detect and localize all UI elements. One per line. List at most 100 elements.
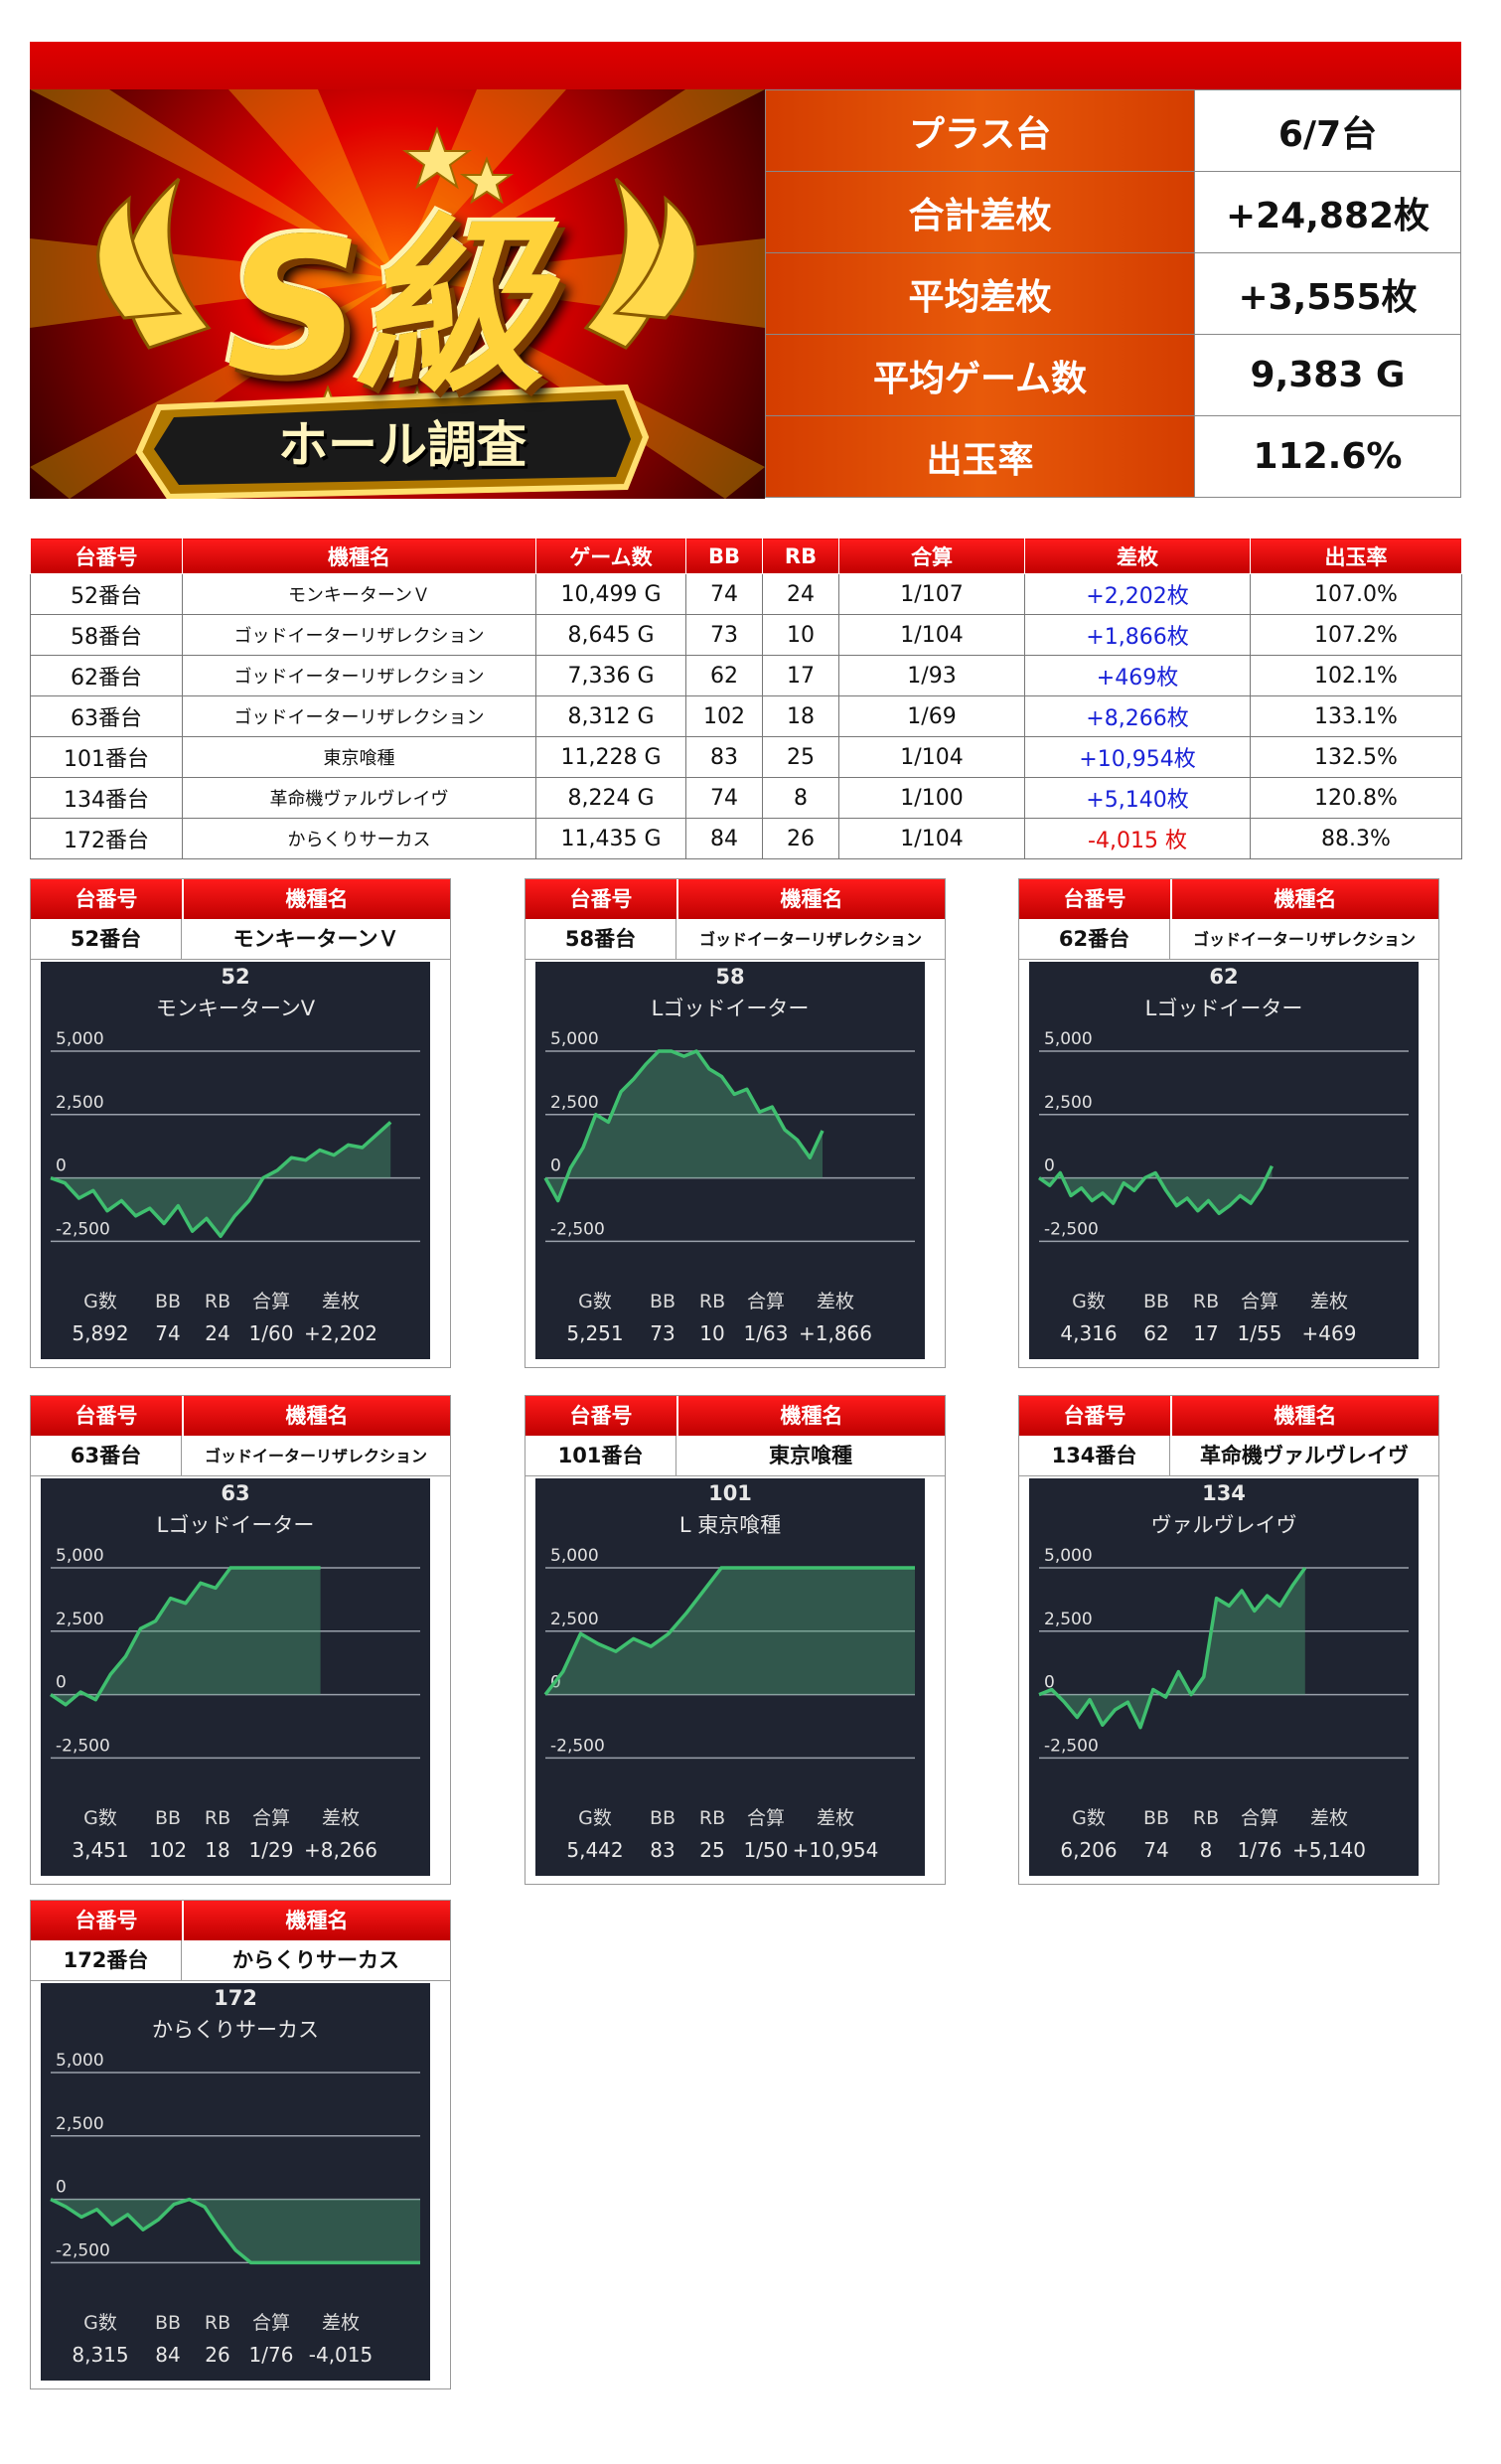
stat-label: BB [1143,1807,1169,1829]
stat-value: 4,316 [1060,1321,1117,1345]
table-row: 62番台 ゴッドイーターリザレクション 7,336 G 62 17 1/93 +469枚 10… [30,655,1462,696]
card-unit: 101番台 [525,1436,676,1475]
stat-value: 18 [205,1838,229,1862]
stat-value: 5,892 [72,1321,128,1345]
table-cell: 84 [685,818,763,859]
slump-graph-panel: 58 Lゴッドイーター 5,000 2,500 0 -2,500 G数 5,251 BB 73 RB… [535,962,925,1359]
stat-label: 差枚 [322,1807,360,1829]
column-header: 機種名 [182,538,536,574]
stat-label: RB [205,1807,230,1829]
slump-graph-panel: 172 からくりサーカス 5,000 2,500 0 -2,500 G数 8,315 BB 84 R… [41,1983,430,2381]
graph-unit-number: 101 [708,1481,752,1505]
table-cell: 52番台 [30,573,183,615]
stat-value: 1/29 [249,1838,294,1862]
stat-label: G数 [1072,1807,1106,1829]
stat-label: BB [650,1807,675,1829]
stat-label: 合算 [747,1807,785,1829]
graph-unit-number: 172 [214,1986,257,2010]
y-tick-label: -2,500 [56,2240,110,2260]
y-tick-label: 5,000 [56,2051,104,2071]
banner-logo-sub: ホール調査 [278,416,526,474]
column-header: 合算 [838,538,1025,574]
stat-label: RB [205,1291,230,1312]
table-cell: モンキーターンＶ [182,573,536,615]
table-row: 52番台 モンキーターンＶ 10,499 G 74 24 1/107 +2,202枚 107.… [30,573,1462,615]
card-header: 台番号 機種名 [31,1901,450,1940]
table-cell: 58番台 [30,614,183,656]
table-cell: 10 [762,614,839,656]
table-cell: 革命機ヴァルヴレイヴ [182,777,536,819]
graph-line [50,2197,420,2265]
card-machine: 東京喰種 [769,1444,852,1467]
summary-label: 合計差枚 [765,171,1195,253]
card-unit: 52番台 [31,919,182,959]
summary-row: 出玉率 112.6% [765,415,1461,498]
stat-label: G数 [83,1291,117,1312]
y-tick-label: 2,500 [550,1093,599,1113]
stat-label: BB [650,1291,675,1312]
slump-graph-panel: 63 Lゴッドイーター 5,000 2,500 0 -2,500 G数 3,451 BB 102 R… [41,1478,430,1876]
table-cell: 73 [685,614,763,656]
top-red-bar [30,42,1461,89]
table-cell: ゴッドイーターリザレクション [182,614,536,656]
graph-line [1038,1566,1307,1730]
card-header-machine: 機種名 [676,1396,945,1436]
graph-machine-name: L 東京喰種 [679,1513,781,1537]
table-cell: 74 [685,777,763,819]
stat-value: 6,206 [1060,1838,1117,1862]
stat-value: 83 [650,1838,675,1862]
stat-label: G数 [83,1807,117,1829]
card-info-row: 52番台 モンキーターンＶ [31,919,450,960]
stat-value: 74 [155,1321,180,1345]
y-tick-label: 0 [550,1156,561,1176]
graph-unit-number: 62 [1209,965,1238,989]
graph-area [1039,1568,1305,1728]
stat-value: 102 [149,1838,187,1862]
card-info-row: 101番台 東京喰種 [525,1436,945,1476]
graph-line [543,1566,915,1696]
card-header: 台番号 機種名 [525,1396,945,1436]
stat-label: 合算 [747,1291,785,1312]
stat-label: 合算 [252,2312,290,2334]
stat-label: RB [699,1291,725,1312]
table-row: 63番台 ゴッドイーターリザレクション 8,312 G 102 18 1/69 +8,266… [30,695,1462,737]
y-tick-label: 0 [56,1673,67,1693]
column-header: 出玉率 [1250,538,1462,574]
summary-label: 平均差枚 [765,252,1195,335]
column-header: 台番号 [30,538,183,574]
column-header: BB [685,538,763,574]
graph-line [50,1566,321,1707]
slump-graph: 58 Lゴッドイーター 5,000 2,500 0 -2,500 G数 5,251 BB 73 RB… [543,965,915,1345]
stat-label: BB [155,2312,181,2334]
table-cell: 1/104 [838,614,1025,656]
card-header: 台番号 機種名 [31,1396,450,1436]
table-cell: -4,015 枚 [1024,818,1251,859]
table-cell: 8 [762,777,839,819]
stat-value: +469 [1302,1321,1357,1345]
stat-value: 1/76 [249,2343,294,2367]
y-tick-label: 5,000 [550,1546,599,1566]
card-header: 台番号 機種名 [1019,879,1438,919]
stat-value: 1/76 [1238,1838,1282,1862]
summary-label: プラス台 [765,89,1195,172]
banner-logo-main: S級 [225,198,545,417]
graph-unit-number: 52 [221,965,249,989]
table-cell: 24 [762,573,839,615]
card-header-machine: 機種名 [676,879,945,919]
table-cell: 101番台 [30,736,183,778]
graph-area [51,1122,391,1237]
stat-value: 3,451 [72,1838,128,1862]
stat-label: RB [205,2312,230,2334]
table-cell: 8,645 G [535,614,686,656]
stat-value: 73 [650,1321,675,1345]
stat-value: +2,202 [304,1321,377,1345]
card-header-machine: 機種名 [182,1901,450,1940]
column-header: ゲーム数 [535,538,686,574]
table-cell: +8,266枚 [1024,695,1251,737]
slump-graph-panel: 62 Lゴッドイーター 5,000 2,500 0 -2,500 G数 4,316 BB 62 RB… [1029,962,1419,1359]
table-cell: 10,499 G [535,573,686,615]
stat-value: 25 [699,1838,724,1862]
stat-label: 差枚 [322,1291,360,1312]
